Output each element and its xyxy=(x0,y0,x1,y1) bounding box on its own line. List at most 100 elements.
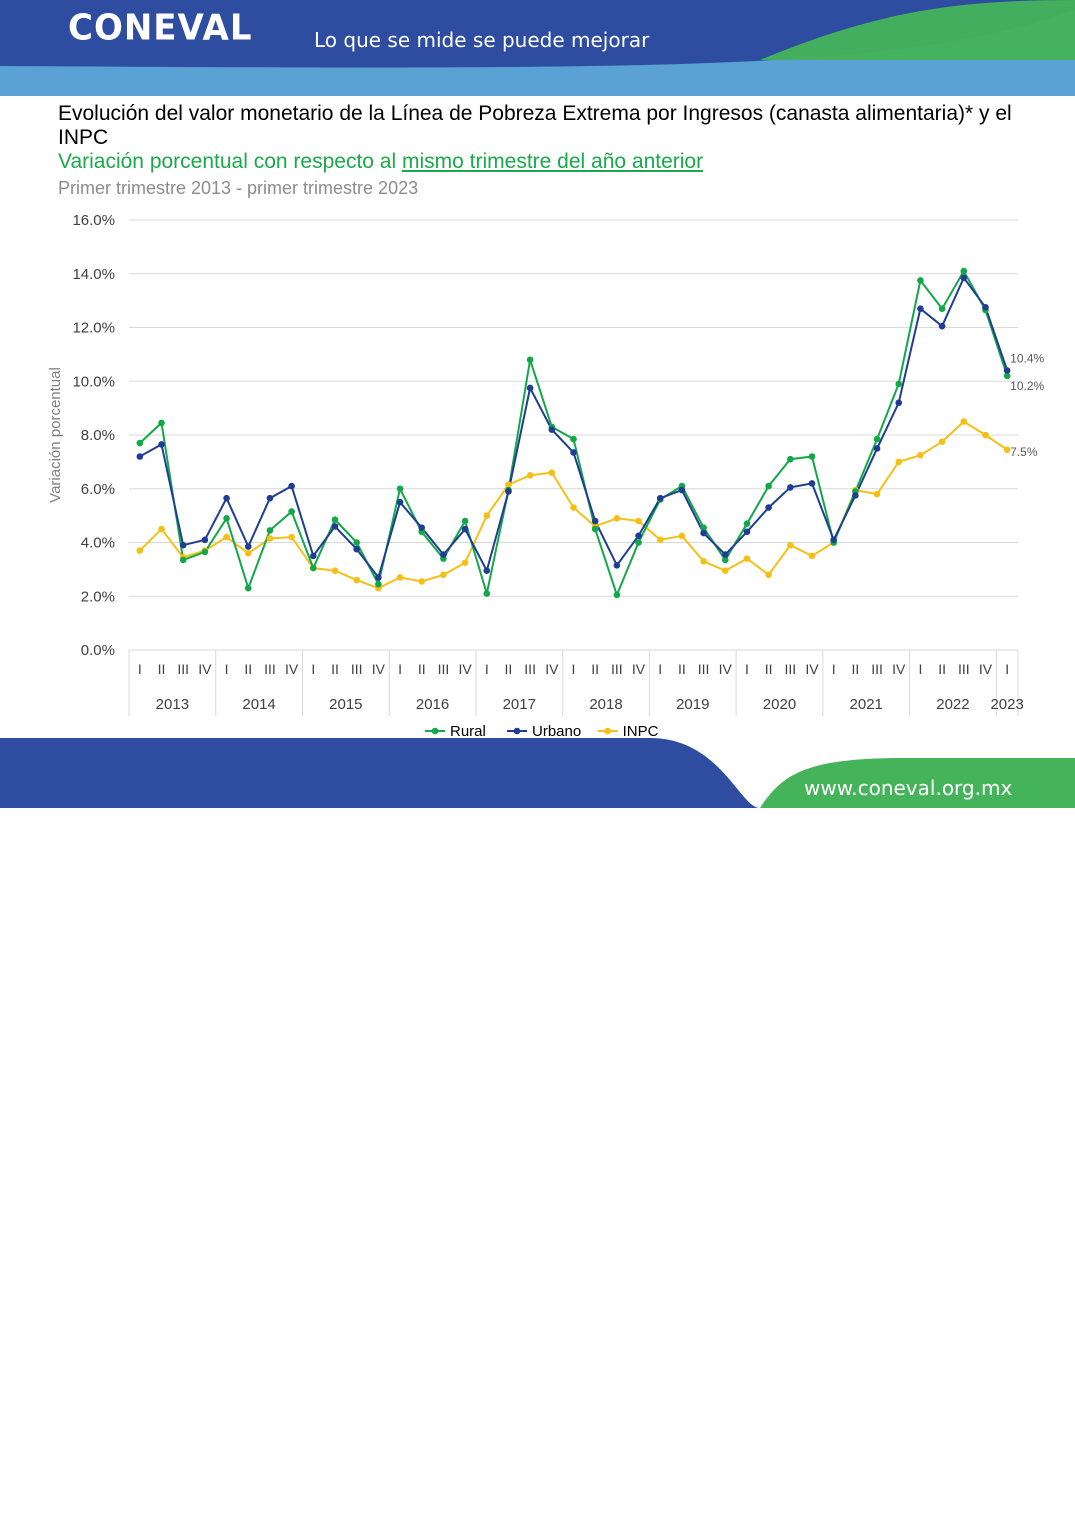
data-point-urbano xyxy=(873,445,881,452)
chart-title: Evolución del valor monetario de la Líne… xyxy=(58,102,1012,149)
year-tick-label: 2017 xyxy=(503,696,536,713)
data-point-urbano xyxy=(613,562,621,569)
y-tick-label: 10.0% xyxy=(72,373,115,390)
data-point-rural xyxy=(700,524,707,532)
data-point-inpc xyxy=(223,533,230,541)
data-point-urbano xyxy=(331,523,339,530)
year-tick-label: 2021 xyxy=(850,696,883,713)
data-point-urbano xyxy=(158,441,165,448)
quarter-tick-label: III xyxy=(784,661,796,677)
quarter-tick-label: I xyxy=(832,661,836,677)
data-point-urbano xyxy=(917,305,924,312)
data-point-inpc xyxy=(743,555,751,562)
data-point-rural xyxy=(765,482,772,490)
quarter-tick-label: IV xyxy=(979,661,993,677)
data-point-rural xyxy=(1003,372,1011,380)
data-point-urbano xyxy=(179,541,187,549)
quarter-tick-label: IV xyxy=(545,661,559,677)
quarter-tick-label: IV xyxy=(719,661,733,677)
data-point-rural xyxy=(136,439,144,447)
data-point-rural xyxy=(461,517,469,525)
quarter-tick-label: III xyxy=(871,661,883,677)
quarter-tick-label: III xyxy=(177,661,189,677)
data-point-urbano xyxy=(505,488,512,495)
legend-label: Urbano xyxy=(532,723,581,740)
quarter-tick-label: I xyxy=(918,661,922,677)
data-point-inpc xyxy=(331,567,339,575)
quarter-tick-label: IV xyxy=(285,661,299,677)
data-point-rural xyxy=(353,539,360,546)
year-tick-label: 2022 xyxy=(936,696,969,713)
year-tick-label: 2015 xyxy=(329,696,362,713)
data-point-inpc xyxy=(266,535,274,542)
website-link[interactable]: www.coneval.org.mx xyxy=(804,776,1013,800)
chart-period: Primer trimestre 2013 - primer trimestre… xyxy=(58,178,419,198)
year-tick-label: 2023 xyxy=(990,696,1023,713)
quarter-tick-label: I xyxy=(1005,661,1009,677)
base-year-note: Nota: de acuerdo con el INEGI, a partir … xyxy=(8,1506,681,1516)
quarter-tick-label: II xyxy=(418,661,426,677)
data-point-rural xyxy=(591,525,599,533)
data-point-urbano xyxy=(244,543,252,550)
data-point-urbano xyxy=(938,322,946,330)
data-point-rural xyxy=(266,527,274,534)
quarter-tick-label: III xyxy=(264,661,276,677)
y-tick-label: 0.0% xyxy=(81,642,115,659)
data-point-inpc xyxy=(873,490,881,498)
quarter-tick-label: IV xyxy=(198,661,212,677)
slogan: Lo que se mide se puede mejorar xyxy=(314,28,650,52)
data-point-urbano xyxy=(353,545,360,553)
quarter-tick-label: II xyxy=(678,661,686,677)
legend-marker xyxy=(604,727,611,735)
data-point-rural xyxy=(158,419,165,427)
quarter-tick-label: II xyxy=(851,661,859,677)
data-point-urbano xyxy=(288,482,295,490)
data-point-urbano xyxy=(375,574,382,581)
data-point-urbano xyxy=(787,484,794,491)
data-point-urbano xyxy=(960,274,968,282)
quarter-tick-label: III xyxy=(958,661,970,677)
quarter-tick-label: I xyxy=(138,661,142,677)
data-point-rural xyxy=(743,520,751,527)
y-tick-label: 14.0% xyxy=(72,266,115,283)
data-point-rural xyxy=(808,453,816,460)
data-point-inpc xyxy=(982,431,989,439)
data-point-urbano xyxy=(136,453,144,460)
quarter-tick-label: III xyxy=(438,661,450,677)
quarter-tick-label: IV xyxy=(632,661,646,677)
header-banner: CONEVAL Lo que se mide se puede mejorar xyxy=(0,0,1075,96)
data-point-rural xyxy=(938,305,946,312)
y-axis-label: Variación porcentual xyxy=(47,367,64,503)
data-point-rural xyxy=(613,591,621,599)
data-point-inpc xyxy=(721,567,729,575)
quarter-tick-label: II xyxy=(938,661,946,677)
data-point-inpc xyxy=(1003,446,1011,454)
quarter-tick-label: II xyxy=(331,661,339,677)
data-point-inpc xyxy=(353,576,360,584)
quarter-tick-label: III xyxy=(698,661,710,677)
data-point-inpc xyxy=(526,472,534,479)
data-point-urbano xyxy=(483,567,491,575)
year-tick-label: 2018 xyxy=(589,696,622,713)
quarter-tick-label: I xyxy=(398,661,402,677)
data-point-inpc xyxy=(570,504,577,511)
data-point-inpc xyxy=(461,559,469,566)
quarter-tick-label: IV xyxy=(458,661,472,677)
quarter-tick-label: II xyxy=(158,661,166,677)
data-point-urbano xyxy=(223,494,230,502)
y-tick-label: 12.0% xyxy=(72,320,115,337)
data-point-rural xyxy=(288,508,295,515)
data-point-inpc xyxy=(244,549,252,557)
data-point-rural xyxy=(310,564,317,572)
data-point-inpc xyxy=(765,571,772,579)
data-point-inpc xyxy=(678,532,686,540)
end-data-label: 7.5% xyxy=(1010,445,1038,459)
data-point-urbano xyxy=(461,525,469,533)
quarter-tick-label: II xyxy=(591,661,599,677)
data-point-urbano xyxy=(1003,367,1011,374)
data-point-urbano xyxy=(656,494,664,502)
subtitle-underlined: mismo trimestre del año anterior xyxy=(401,150,704,173)
data-point-urbano xyxy=(548,426,556,433)
coneval-logo[interactable]: CONEVAL xyxy=(68,7,253,49)
data-point-rural xyxy=(223,515,230,522)
